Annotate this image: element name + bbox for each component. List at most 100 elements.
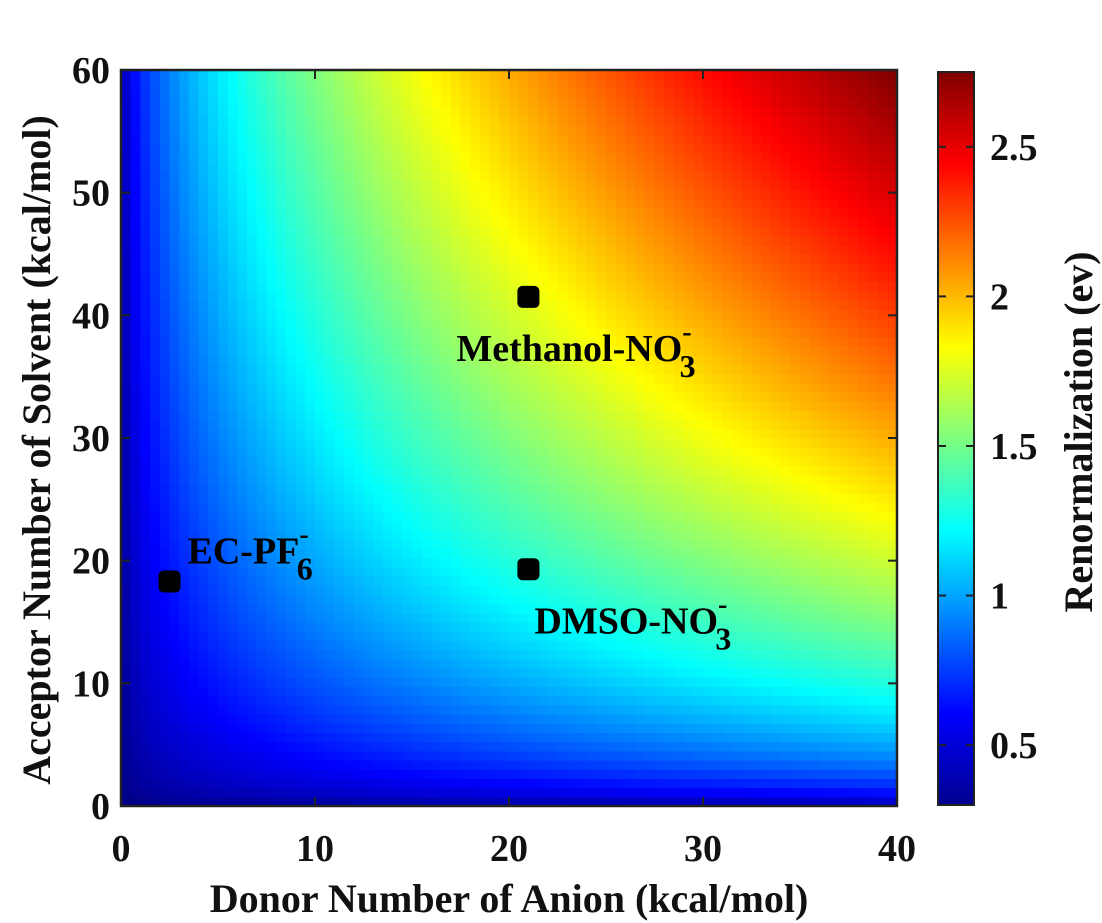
heat-cell [509, 520, 520, 531]
heat-cell [547, 438, 559, 448]
heat-cell [159, 456, 171, 467]
heat-cell [635, 382, 646, 393]
heat-cell [315, 97, 326, 108]
heat-cell [586, 520, 597, 531]
heat-cell [509, 723, 520, 733]
heat-cell [315, 125, 326, 135]
heat-cell [470, 474, 481, 485]
heat-cell [295, 300, 306, 310]
heat-cell [673, 704, 685, 715]
heat-cell [353, 281, 365, 292]
heat-cell [402, 336, 413, 347]
heat-cell [218, 787, 229, 798]
heat-cell [159, 318, 171, 329]
heat-cell [373, 290, 384, 301]
heat-cell [324, 548, 335, 559]
heat-cell [295, 254, 306, 264]
heat-cell [518, 484, 529, 494]
heat-cell [538, 704, 549, 715]
heat-cell [450, 254, 462, 264]
heat-cell [567, 327, 578, 338]
heat-cell [266, 760, 277, 770]
heat-cell [479, 658, 491, 669]
heat-cell [712, 373, 723, 384]
heat-cell [227, 796, 238, 806]
heat-cell [198, 364, 209, 375]
heat-cell [324, 346, 335, 356]
heat-cell [712, 125, 723, 135]
heat-cell [509, 493, 520, 503]
heat-cell [305, 410, 316, 421]
heat-cell [683, 300, 694, 310]
heat-cell [673, 557, 685, 568]
heat-cell [431, 116, 442, 126]
heat-cell [644, 585, 656, 595]
heat-cell [198, 622, 209, 632]
heat-cell [567, 493, 578, 503]
heat-cell [227, 382, 238, 393]
heat-cell [256, 346, 268, 356]
heat-cell [130, 244, 141, 255]
heat-cell [295, 447, 306, 457]
heat-cell [547, 254, 559, 264]
heat-cell [353, 612, 365, 623]
heat-cell [538, 566, 549, 577]
heat-cell [237, 695, 248, 706]
heat-cell [150, 70, 161, 80]
heat-cell [576, 603, 588, 614]
heat-cell [673, 171, 685, 181]
heat-cell [489, 152, 500, 163]
heat-cell [664, 125, 675, 135]
heat-cell [412, 401, 423, 411]
heat-cell [412, 714, 423, 724]
heat-cell [247, 171, 258, 181]
heat-cell [373, 640, 384, 651]
heat-cell [586, 235, 597, 246]
heat-cell [373, 116, 384, 126]
heat-cell [606, 732, 617, 743]
heat-cell [179, 631, 190, 641]
heat-cell [412, 585, 423, 595]
heat-cell [237, 226, 248, 237]
heat-cell [499, 125, 510, 135]
heat-cell [644, 254, 656, 264]
heat-cell [218, 760, 229, 770]
heat-cell [130, 594, 141, 605]
heat-cell [169, 658, 180, 669]
heat-cell [673, 189, 685, 200]
heat-cell [606, 695, 617, 706]
heat-cell [169, 769, 180, 779]
heat-cell [179, 143, 190, 154]
heat-cell [489, 539, 500, 549]
heat-cell [324, 769, 335, 779]
heat-cell [208, 603, 219, 614]
heat-cell [576, 493, 588, 503]
heat-cell [188, 254, 200, 264]
heat-cell [247, 612, 258, 623]
heat-cell [615, 557, 626, 568]
heat-cell [479, 281, 491, 292]
heat-cell [305, 732, 316, 743]
heat-cell [315, 511, 326, 522]
heat-cell [159, 97, 171, 108]
heat-cell [256, 631, 268, 641]
heat-cell [421, 557, 432, 568]
heat-cell [712, 410, 723, 421]
heat-cell [402, 668, 413, 678]
heat-cell [315, 520, 326, 531]
heat-cell [208, 281, 219, 292]
heat-cell [121, 189, 132, 200]
heat-cell [460, 198, 471, 209]
heat-cell [324, 741, 335, 752]
heat-cell [324, 217, 335, 227]
heat-cell [625, 714, 636, 724]
heat-cell [712, 723, 723, 733]
heat-cell [703, 208, 714, 218]
heat-cell [295, 677, 306, 687]
heat-cell [460, 741, 471, 752]
heat-cell [586, 474, 597, 485]
heat-cell [606, 355, 617, 365]
heat-cell [567, 162, 578, 172]
heat-cell [431, 143, 442, 154]
heat-cell [392, 198, 403, 209]
